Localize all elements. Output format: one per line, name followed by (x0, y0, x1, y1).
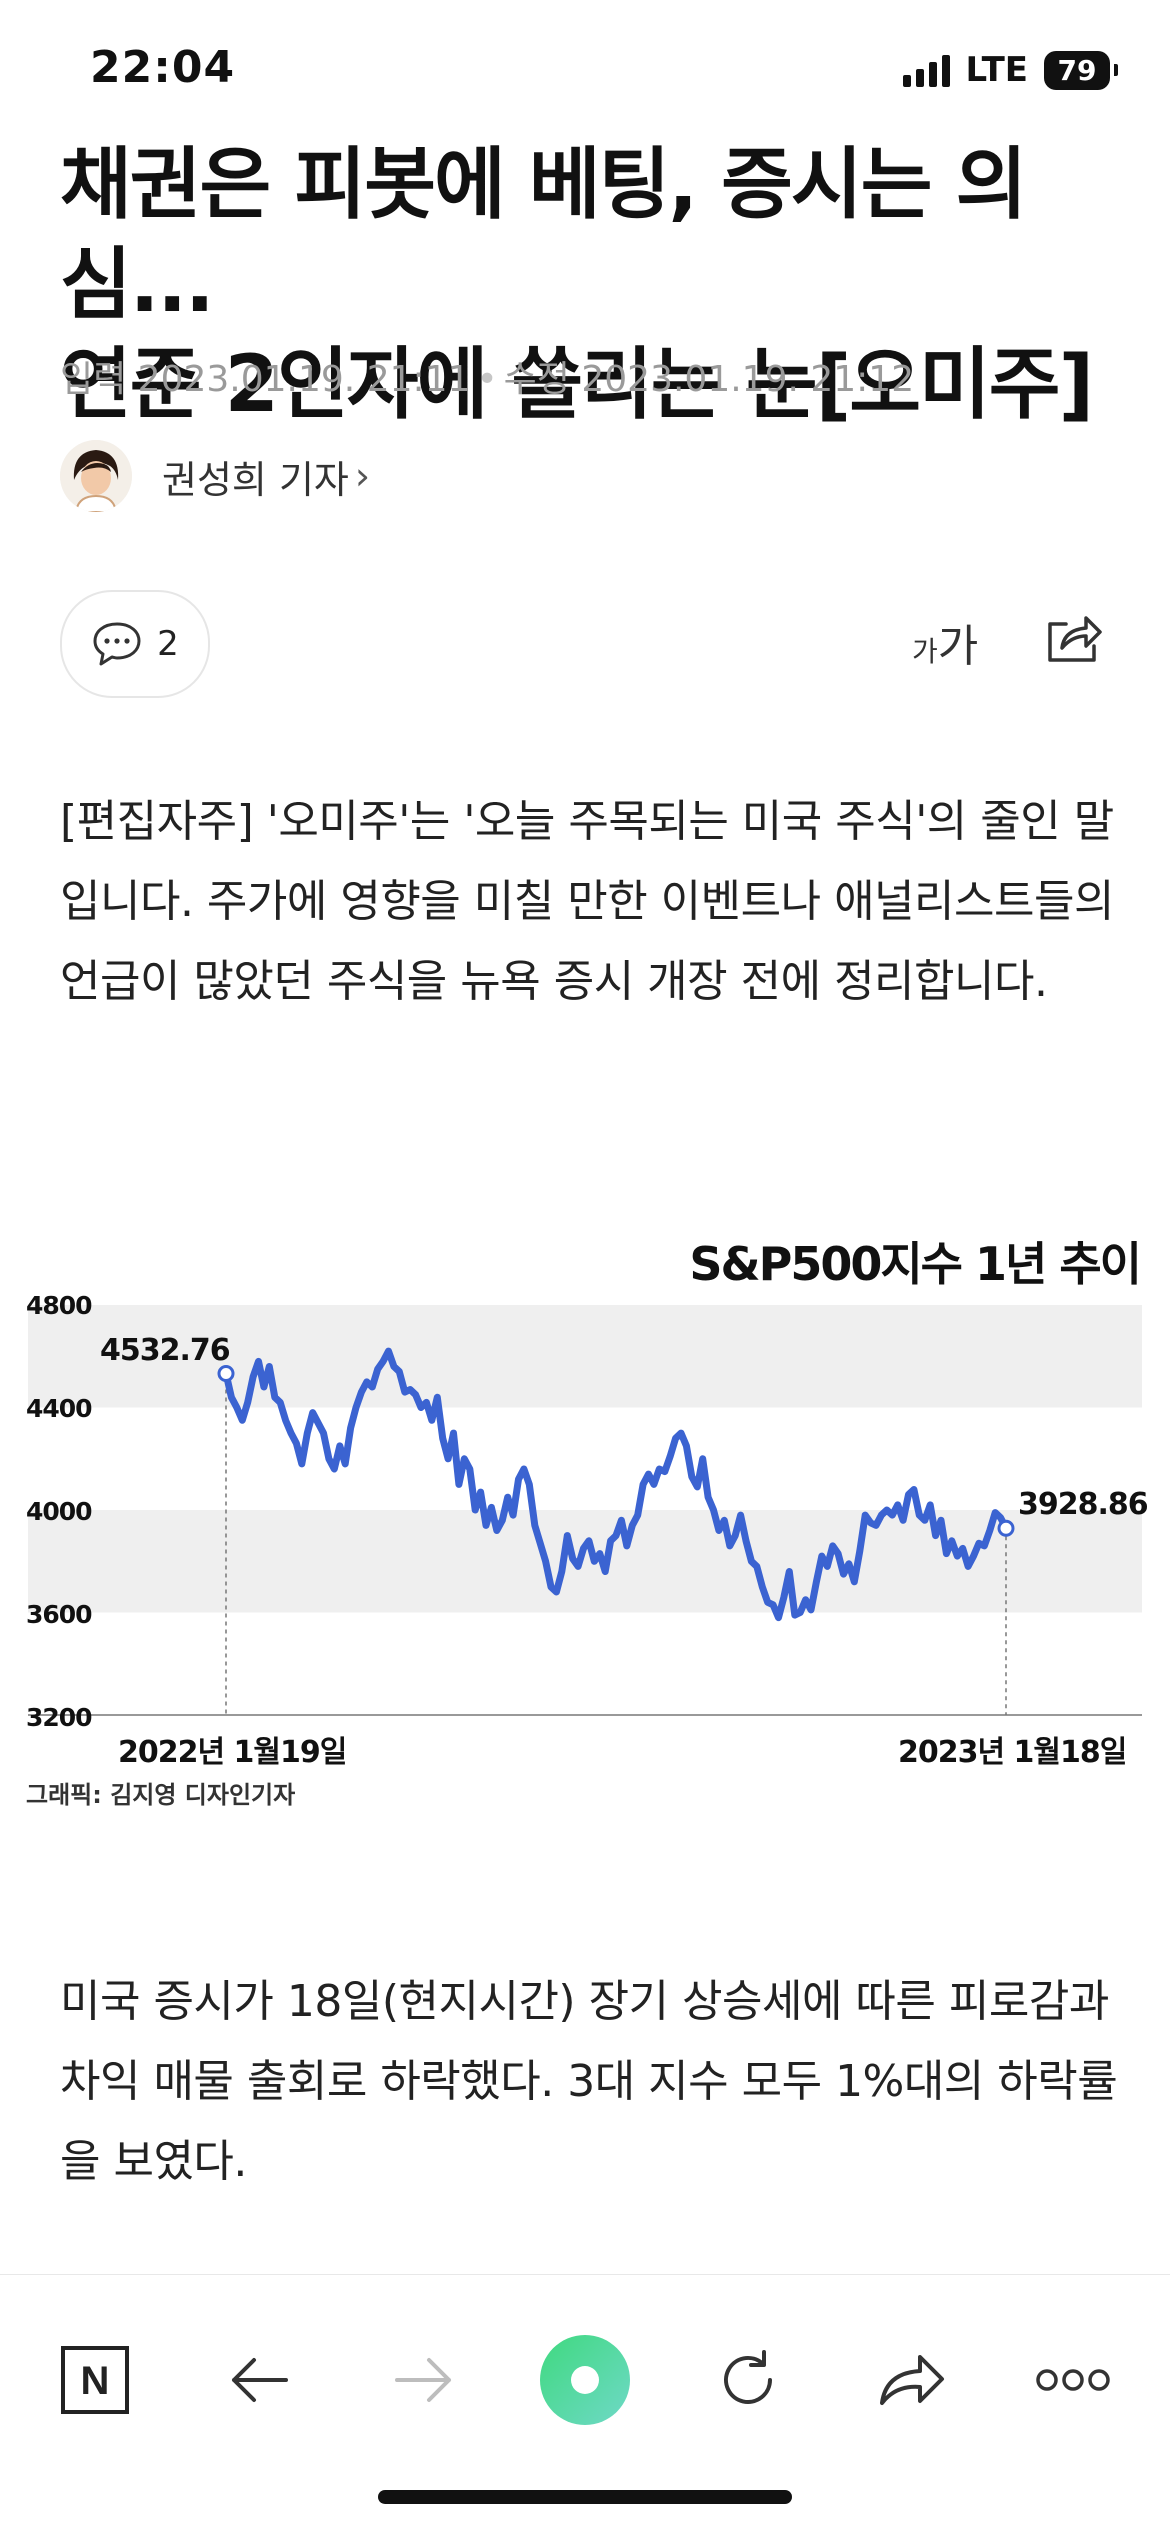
font-size-large-label: 가 (937, 621, 979, 672)
end-value-label: 3928.86 (1018, 1487, 1149, 1522)
arrow-right-icon (395, 2358, 451, 2402)
article-meta: 입력 2023.01.19. 21:11 • 수정 2023.01.19. 21:1… (60, 350, 914, 402)
chart-svg (28, 1305, 1142, 1716)
signal-icon (902, 53, 950, 87)
back-button[interactable] (205, 2325, 315, 2435)
home-indicator[interactable] (378, 2490, 792, 2504)
status-time: 22:04 (90, 42, 236, 93)
y-tick-label: 4000 (26, 1497, 93, 1526)
refresh-icon (724, 2350, 772, 2404)
naver-n-icon: N (61, 2346, 129, 2414)
comment-button[interactable]: 2 (60, 590, 210, 698)
y-tick-label: 3600 (26, 1600, 93, 1629)
font-size-button[interactable]: 가 가 (912, 610, 978, 674)
chevron-right-icon: › (354, 454, 371, 498)
battery-icon: 79 (1044, 50, 1118, 90)
article-paragraph: 미국 증시가 18일(현지시간) 장기 상승세에 따른 피로감과 차익 매물 출… (60, 1976, 1118, 2187)
meta-separator: • (476, 359, 498, 400)
start-value-label: 4532.76 (100, 1333, 231, 1368)
network-type: LTE (965, 50, 1028, 90)
y-tick-label: 4400 (26, 1394, 93, 1423)
chart-band (28, 1305, 1142, 1408)
share-button[interactable] (1044, 610, 1104, 670)
green-dot-icon (540, 2335, 630, 2425)
graphic-credit: 그래픽: 김지영 디자인기자 (26, 1781, 296, 1809)
y-tick-label: 3200 (26, 1703, 93, 1732)
share-toolbar-button[interactable] (856, 2325, 966, 2435)
naver-n-label: N (81, 2359, 110, 2403)
forward-share-icon (880, 2355, 944, 2405)
title-line-2: 연준 2인자에 쏠리는 눈[오미주] (60, 340, 1094, 430)
article-title: 채권은 피봇에 베팅, 증시는 의심... 연준 2인자에 쏠리는 눈[오미주] (60, 135, 1120, 435)
more-button[interactable] (1018, 2325, 1128, 2435)
share-icon (1048, 616, 1102, 662)
status-bar: 22:04 LTE 79 (0, 0, 1170, 150)
author-link[interactable]: 권성희 기자 › (60, 440, 370, 512)
edit-date: 수정 2023.01.19. 21:12 (503, 359, 915, 400)
title-line-1: 채권은 피봇에 베팅, 증시는 의심... (60, 140, 1027, 330)
status-indicators: LTE 79 (902, 50, 1118, 90)
font-size-small-label: 가 (912, 635, 938, 668)
forward-button[interactable] (368, 2325, 478, 2435)
editor-note-paragraph: [편집자주] '오미주'는 '오늘 주목되는 미국 주식'의 줄인 말입니다. … (60, 796, 1114, 1007)
avatar (60, 440, 132, 512)
comment-icon (93, 622, 141, 666)
input-date: 입력 2023.01.19. 21:11 (60, 359, 471, 400)
arrow-left-icon (232, 2358, 288, 2402)
sp500-chart: S&P500지수 1년 추이 4800 4400 4000 3600 3200 … (0, 1215, 1170, 1815)
chart-title: S&P500지수 1년 추이 (689, 1237, 1142, 1291)
green-dot-button[interactable] (530, 2325, 640, 2435)
chart-band (28, 1510, 1142, 1613)
end-point-marker (997, 1519, 1015, 1537)
sp500-series-line (222, 1347, 1010, 1622)
naver-home-button[interactable]: N (40, 2325, 150, 2435)
x-start-label: 2022년 1월19일 (118, 1735, 347, 1770)
more-dots-icon (1036, 2369, 1110, 2391)
start-point-marker (217, 1364, 235, 1382)
bottom-toolbar: N (0, 2274, 1170, 2533)
y-tick-label: 4800 (26, 1291, 93, 1320)
x-end-label: 2023년 1월18일 (898, 1735, 1127, 1770)
author-name: 권성희 기자 (162, 457, 349, 502)
refresh-button[interactable] (693, 2325, 803, 2435)
comment-count: 2 (157, 624, 179, 664)
